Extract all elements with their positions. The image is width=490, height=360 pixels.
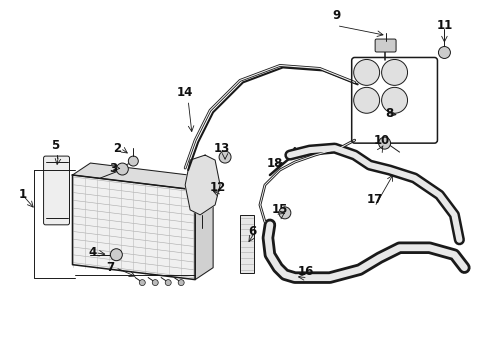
Polygon shape: [73, 163, 213, 190]
Text: 8: 8: [386, 107, 393, 120]
Polygon shape: [185, 155, 220, 215]
Circle shape: [354, 87, 380, 113]
FancyBboxPatch shape: [44, 156, 70, 225]
Polygon shape: [73, 175, 195, 280]
Text: 11: 11: [436, 19, 453, 32]
Circle shape: [382, 87, 408, 113]
Polygon shape: [195, 178, 213, 280]
Text: 12: 12: [210, 181, 226, 194]
Circle shape: [382, 59, 408, 85]
Text: 9: 9: [333, 9, 341, 22]
Text: 13: 13: [214, 141, 230, 155]
Circle shape: [439, 46, 450, 58]
Text: 4: 4: [88, 246, 97, 259]
Text: 3: 3: [109, 162, 118, 175]
Text: 5: 5: [51, 139, 60, 152]
Circle shape: [219, 151, 231, 163]
Circle shape: [279, 207, 291, 219]
Circle shape: [110, 249, 122, 261]
Circle shape: [379, 137, 391, 149]
Circle shape: [354, 59, 380, 85]
Circle shape: [139, 280, 145, 285]
FancyBboxPatch shape: [240, 215, 254, 273]
Text: 17: 17: [367, 193, 383, 206]
Circle shape: [116, 163, 128, 175]
Text: 6: 6: [248, 225, 256, 238]
Text: 7: 7: [106, 261, 115, 274]
Circle shape: [128, 156, 138, 166]
Text: 16: 16: [297, 265, 314, 278]
Text: 2: 2: [113, 141, 122, 155]
Text: 14: 14: [177, 86, 194, 99]
FancyBboxPatch shape: [375, 39, 396, 52]
Circle shape: [152, 280, 158, 285]
Text: 18: 18: [267, 157, 283, 170]
Text: 1: 1: [19, 188, 26, 202]
Circle shape: [178, 280, 184, 285]
Text: 15: 15: [272, 203, 288, 216]
Circle shape: [165, 280, 171, 285]
Text: 10: 10: [373, 134, 390, 147]
